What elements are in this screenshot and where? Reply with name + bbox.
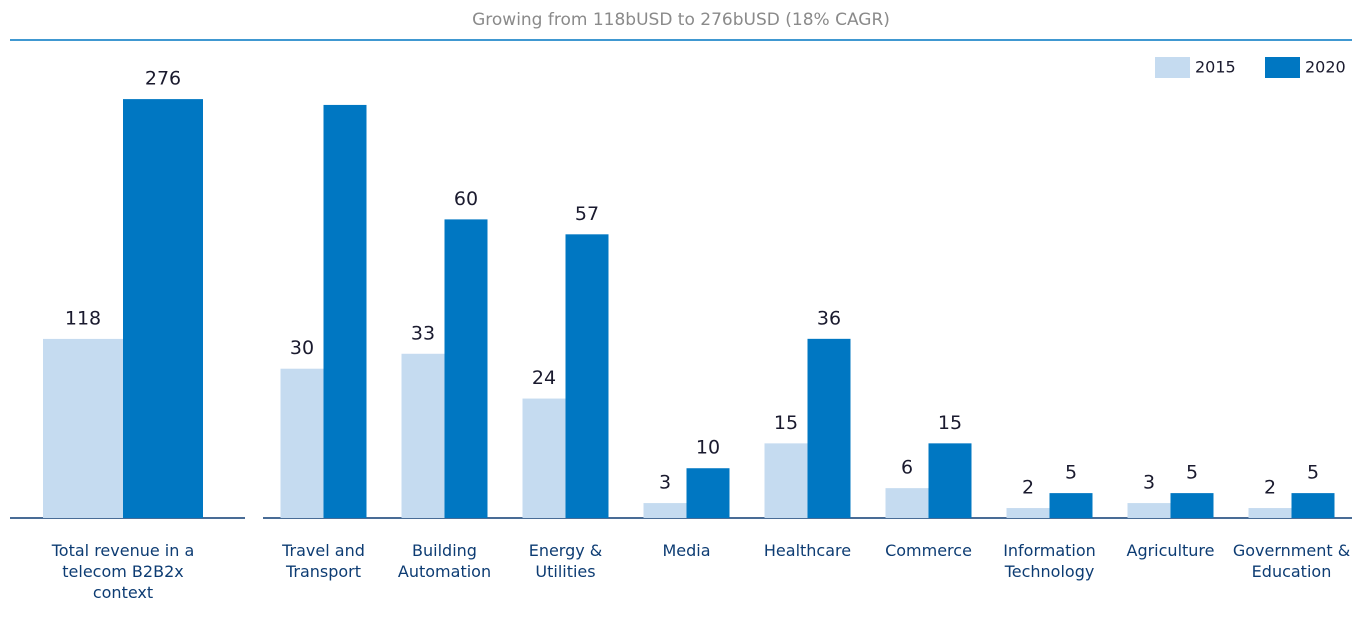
x-tick-label: Travel and Transport: [282, 541, 365, 581]
value-label: 5: [1307, 462, 1319, 484]
bar: [1291, 493, 1335, 518]
value-label: 276: [145, 68, 181, 90]
legend-label: 2020: [1305, 58, 1346, 77]
x-tick-label: Healthcare: [763, 541, 852, 560]
legend-label: 2015: [1195, 58, 1236, 77]
value-label: 10: [696, 437, 720, 459]
bar: [123, 99, 203, 518]
chart-title: Growing from 118bUSD to 276bUSD (18% CAG…: [472, 10, 890, 30]
x-tick-label: Government & Education: [1232, 541, 1351, 581]
value-label: 2: [1264, 477, 1276, 499]
value-label: 15: [774, 412, 798, 434]
bar: [643, 503, 687, 518]
value-label: 3: [1143, 472, 1155, 494]
bar: [807, 338, 851, 518]
value-label: 15: [938, 412, 962, 434]
value-label: 5: [1065, 462, 1077, 484]
bar: [885, 488, 929, 518]
x-tick-label: Information Technology: [1003, 541, 1096, 581]
bar: [43, 338, 123, 518]
x-tick-label: Total revenue in a telecom B2B2x context: [51, 541, 195, 602]
bar: [686, 468, 730, 518]
value-label: 6: [901, 457, 913, 479]
value-label: 60: [454, 188, 478, 210]
bar: [764, 443, 808, 518]
bar: [280, 368, 324, 518]
value-label: 5: [1186, 462, 1198, 484]
bar: [401, 353, 445, 518]
x-tick-label: Building Automation: [397, 541, 492, 581]
x-tick-label: Energy & Utilities: [528, 541, 603, 581]
bar: [565, 234, 609, 519]
value-label: 33: [411, 322, 435, 344]
x-tick-label: Agriculture: [1126, 541, 1215, 560]
bar: [1049, 493, 1093, 518]
bar: [444, 219, 488, 518]
bar: [323, 104, 367, 518]
bar: [1006, 508, 1050, 518]
bar: [522, 398, 566, 518]
value-label: 57: [575, 203, 599, 225]
bar: [1248, 508, 1292, 518]
bar: [1170, 493, 1214, 518]
x-tick-label: Media: [662, 541, 711, 560]
value-label: 118: [65, 307, 101, 329]
legend-swatch: [1155, 57, 1190, 78]
bar: [928, 443, 972, 518]
value-label: 30: [290, 337, 314, 359]
value-label: 36: [817, 307, 841, 329]
value-label: 24: [532, 367, 556, 389]
value-label: 3: [659, 472, 671, 494]
legend-swatch: [1265, 57, 1300, 78]
bar: [1127, 503, 1171, 518]
value-label: 2: [1022, 477, 1034, 499]
x-tick-label: Commerce: [885, 541, 972, 560]
